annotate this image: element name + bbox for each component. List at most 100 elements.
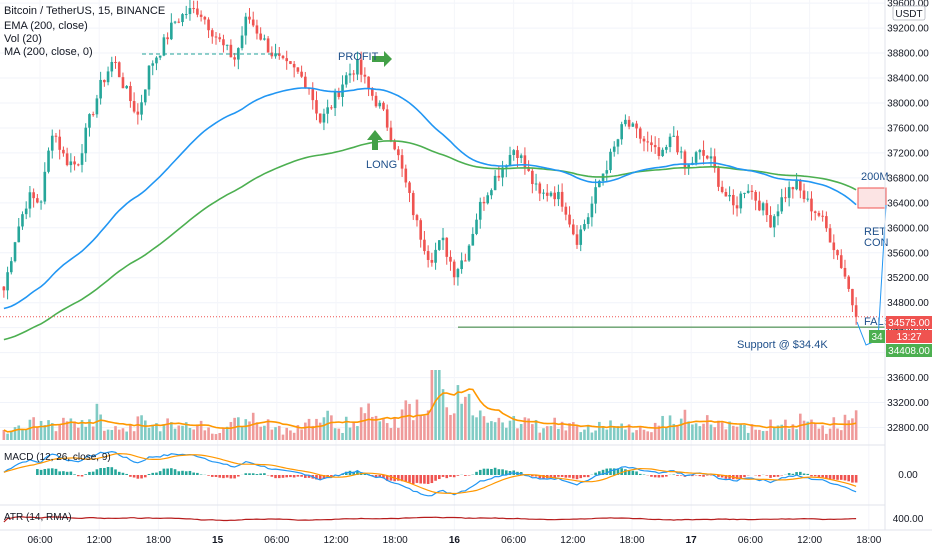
macd-bar bbox=[281, 475, 285, 478]
candle-body bbox=[441, 237, 445, 241]
volume-bar bbox=[545, 426, 549, 440]
macd-bar bbox=[717, 475, 720, 477]
volume-bar bbox=[787, 428, 791, 440]
volume-bar bbox=[218, 432, 222, 440]
macd-bar bbox=[274, 475, 277, 479]
volume-bar bbox=[490, 421, 493, 440]
volume-bar bbox=[467, 393, 471, 440]
macd-bar bbox=[263, 473, 266, 475]
support-annotation: Support @ $34.4K bbox=[737, 339, 828, 351]
macd-bar bbox=[813, 475, 817, 477]
volume-bar bbox=[170, 422, 173, 440]
macd-bar bbox=[36, 469, 39, 475]
candle-body bbox=[218, 37, 222, 40]
svg-text:13:27: 13:27 bbox=[896, 332, 921, 343]
macd-bar bbox=[650, 475, 653, 477]
macd-bar bbox=[188, 470, 192, 475]
volume-bar bbox=[166, 418, 169, 440]
volume-bar bbox=[456, 385, 460, 440]
candle-body bbox=[95, 98, 99, 115]
candle-body bbox=[847, 276, 850, 289]
macd-bar bbox=[304, 475, 307, 478]
time-tick: 18:00 bbox=[856, 535, 881, 546]
volume-ma-line bbox=[3, 388, 857, 433]
volume-bar bbox=[125, 431, 128, 440]
volume-bar bbox=[527, 418, 530, 440]
time-tick: 06:00 bbox=[27, 535, 52, 546]
time-tick: 18:00 bbox=[383, 535, 408, 546]
macd-bar bbox=[80, 475, 84, 477]
volume-bar bbox=[21, 429, 24, 440]
candle-body bbox=[456, 269, 460, 278]
volume-bar bbox=[39, 420, 43, 440]
long-annotation: LONG bbox=[366, 159, 397, 171]
macd-bar bbox=[404, 475, 408, 482]
macd-bar bbox=[679, 475, 683, 476]
time-axis[interactable]: 06:00 12:00 18:00 15 06:00 12:00 18:00 16 06:00 1… bbox=[27, 535, 881, 546]
candle-body bbox=[438, 240, 441, 250]
candle-body bbox=[196, 8, 199, 15]
macd-bar bbox=[415, 475, 419, 483]
macd-bar bbox=[758, 475, 761, 477]
candle-body bbox=[445, 237, 449, 257]
volume-bar bbox=[627, 424, 631, 440]
macd-bar bbox=[452, 475, 456, 478]
candle-body bbox=[627, 119, 631, 127]
macd-bar bbox=[456, 475, 460, 476]
candle-body bbox=[683, 151, 687, 169]
macd-bar bbox=[847, 475, 850, 482]
candle-body bbox=[207, 19, 210, 31]
macd-bar bbox=[799, 471, 802, 475]
volume-bar bbox=[24, 429, 28, 440]
candle-body bbox=[408, 182, 411, 193]
candle-body bbox=[638, 128, 642, 139]
candle-body bbox=[527, 167, 530, 171]
volume-bar bbox=[791, 424, 795, 440]
candle-body bbox=[423, 239, 426, 252]
volume-bar bbox=[344, 416, 348, 440]
candle-body bbox=[605, 170, 609, 174]
volume-bar bbox=[765, 430, 769, 440]
volume-bar bbox=[568, 423, 571, 440]
macd-bar bbox=[389, 475, 393, 481]
candle-body bbox=[28, 192, 32, 209]
volume-bar bbox=[557, 428, 560, 440]
volume-bar bbox=[222, 428, 225, 440]
candle-body bbox=[225, 44, 229, 46]
candle-body bbox=[720, 186, 724, 193]
time-tick: 16 bbox=[449, 535, 461, 546]
candle-body bbox=[162, 37, 166, 56]
macd-bar bbox=[769, 475, 772, 478]
candle-body bbox=[631, 123, 635, 127]
price-tick: 37600.00 bbox=[887, 123, 929, 134]
candle-body bbox=[672, 135, 676, 137]
time-tick: 15 bbox=[212, 535, 224, 546]
price-tick: 37200.00 bbox=[887, 148, 929, 159]
volume-bar bbox=[542, 428, 545, 440]
macd-bar bbox=[795, 472, 798, 475]
candle-body bbox=[419, 220, 422, 240]
macd-bar bbox=[285, 475, 289, 478]
long-arrow-icon bbox=[367, 130, 383, 150]
candle-body bbox=[531, 170, 534, 184]
macd-bar bbox=[184, 471, 188, 475]
macd-bar bbox=[638, 473, 642, 475]
volume-bar bbox=[646, 431, 650, 440]
candle-body bbox=[344, 75, 348, 85]
macd-bar bbox=[121, 472, 125, 475]
candle-body bbox=[43, 171, 47, 202]
macd-bar bbox=[486, 468, 489, 475]
volume-bar bbox=[668, 415, 672, 440]
candle-body bbox=[129, 86, 132, 102]
candle-body bbox=[646, 141, 650, 143]
macd-bar bbox=[210, 475, 214, 477]
volume-bar bbox=[408, 403, 411, 440]
candle-body bbox=[147, 65, 151, 90]
volume-bar bbox=[523, 417, 527, 440]
volume-bar bbox=[813, 422, 817, 440]
candle-body bbox=[482, 201, 486, 204]
macd-bar bbox=[69, 471, 73, 475]
candle-body bbox=[832, 242, 836, 251]
macd-bar bbox=[501, 469, 504, 475]
